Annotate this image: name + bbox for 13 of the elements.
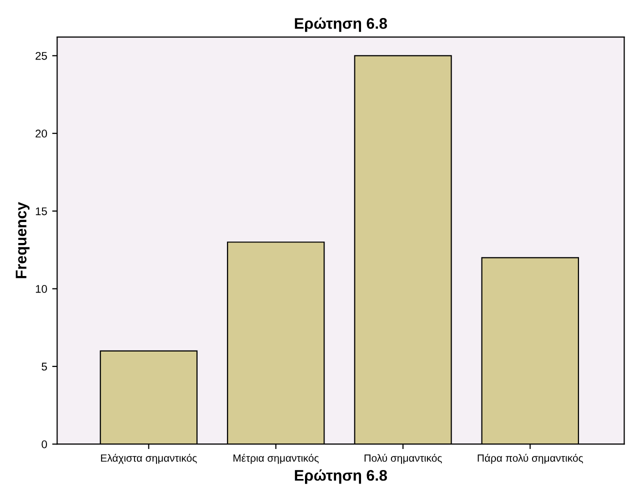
y-tick-label: 10 (36, 285, 47, 293)
x-tick-label: Μέτρια σημαντικός (234, 454, 319, 464)
x-tick-label: Πολύ σημαντικός (364, 454, 442, 464)
y-axis-title: Frequency (16, 202, 30, 278)
x-tick-label: Ελάχιστα σημαντικός (101, 454, 197, 464)
y-tick-label: 15 (36, 207, 47, 216)
y-tick-label: 0 (42, 440, 47, 448)
x-tick-label: Πάρα πολύ σημαντικός (478, 454, 583, 464)
y-tick-label: 25 (36, 52, 47, 60)
y-tick-label: 5 (42, 362, 47, 371)
y-tick-label: 20 (36, 130, 47, 138)
chart-title: Ερώτηση 6.8 (294, 17, 387, 32)
x-axis-title: Ερώτηση 6.8 (294, 469, 387, 484)
